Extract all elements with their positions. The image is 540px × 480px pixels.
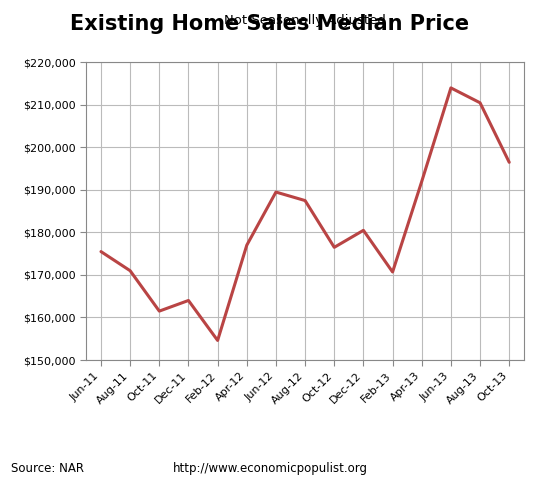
Title: Not Seasonally Adjusted: Not Seasonally Adjusted — [224, 13, 386, 26]
Text: Source: NAR: Source: NAR — [11, 462, 84, 475]
Text: http://www.economicpopulist.org: http://www.economicpopulist.org — [172, 462, 368, 475]
Text: Existing Home Sales Median Price: Existing Home Sales Median Price — [70, 14, 470, 35]
